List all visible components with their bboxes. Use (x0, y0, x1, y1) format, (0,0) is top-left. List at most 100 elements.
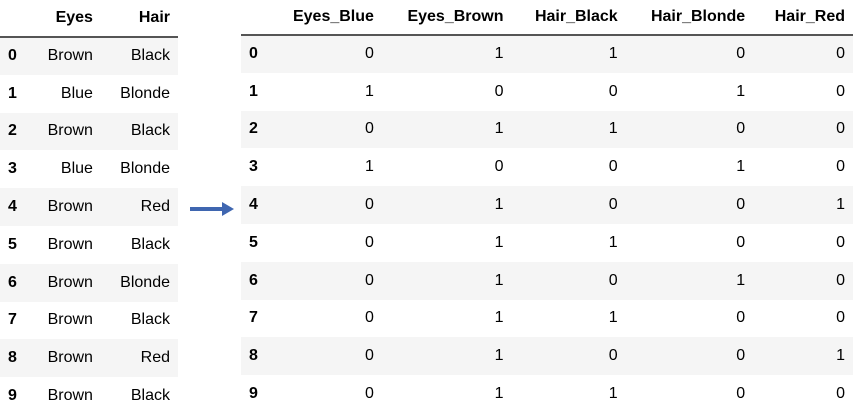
table-cell: Red (140, 349, 170, 367)
column-header: Eyes_Blue (269, 0, 382, 36)
table-cell: 0 (608, 158, 618, 176)
table-cell: 1 (836, 196, 845, 214)
table-cell: 0 (365, 271, 374, 289)
table-cell: 1 (365, 158, 374, 176)
index-header (0, 0, 30, 38)
column-header: Hair_Black (511, 0, 626, 36)
table-cell: 0 (736, 233, 746, 251)
table-cell: 1 (608, 233, 618, 251)
row-index: 8 (8, 349, 17, 367)
row-index: 9 (8, 387, 17, 405)
row-index: 7 (249, 309, 258, 327)
table-row: 4 Brown Red (0, 188, 178, 226)
row-index: 2 (8, 122, 17, 140)
table-cell: 1 (736, 82, 746, 100)
table-cell: Brown (47, 273, 93, 291)
column-header: Eyes_Brown (381, 0, 512, 36)
table-row: 9 0 1 1 0 0 (241, 375, 853, 413)
table-cell: 1 (736, 158, 746, 176)
table-cell: 1 (736, 271, 746, 289)
table-row: 6 0 1 0 1 0 (241, 261, 853, 300)
table-cell: 1 (365, 82, 374, 100)
table-cell: 0 (365, 385, 374, 403)
column-header: Hair_Red (753, 0, 853, 36)
row-index: 7 (8, 311, 17, 329)
table-cell: 0 (365, 120, 374, 138)
table-cell: Brown (47, 122, 93, 140)
row-index: 1 (8, 84, 17, 102)
table-cell: 0 (365, 347, 374, 365)
table-cell: Brown (47, 311, 93, 329)
arrow-right-icon (190, 202, 234, 216)
row-index: 1 (249, 82, 258, 100)
table-cell: Blonde (120, 160, 170, 178)
row-index: 3 (249, 158, 258, 176)
table-row: 0 0 1 1 0 0 (241, 35, 853, 73)
table-row: 5 0 1 1 0 0 (241, 224, 853, 262)
table-cell: 0 (836, 158, 845, 176)
table-cell: 1 (494, 233, 504, 251)
table-cell: Brown (47, 47, 93, 65)
table-cell: 1 (608, 120, 618, 138)
header-row: Eyes_Blue Eyes_Brown Hair_Black Hair_Blonde… (241, 0, 853, 36)
table-cell: Red (140, 198, 170, 216)
row-index: 0 (8, 47, 17, 65)
row-index: 9 (249, 385, 258, 403)
table-cell: 0 (836, 385, 845, 403)
table-row: 7 Brown Black (0, 302, 178, 340)
table-cell: 0 (836, 233, 845, 251)
table-row: 4 0 1 0 0 1 (241, 186, 853, 224)
table-row: 2 0 1 1 0 0 (241, 110, 853, 149)
table-cell: 0 (608, 271, 618, 289)
row-index: 4 (249, 196, 258, 214)
table-cell: Black (130, 122, 170, 140)
table-cell: Brown (47, 198, 93, 216)
table-cell: 1 (494, 120, 504, 138)
table-cell: 0 (736, 120, 746, 138)
row-index: 6 (8, 273, 17, 291)
table-cell: Black (130, 311, 170, 329)
column-header: Hair (100, 0, 178, 38)
row-index: 2 (249, 120, 258, 138)
table-cell: 1 (494, 271, 504, 289)
table-cell: Black (130, 47, 170, 65)
table-row: 8 Brown Red (0, 339, 178, 378)
table-cell: 0 (365, 309, 374, 327)
table-row: 1 1 0 0 1 0 (241, 73, 853, 111)
table-cell: Brown (47, 387, 93, 405)
row-index: 8 (249, 347, 258, 365)
table-cell: 0 (836, 309, 845, 327)
table-row: 0 Brown Black (0, 37, 178, 75)
table-cell: Blonde (120, 273, 170, 291)
row-index: 0 (249, 45, 258, 63)
column-header: Hair_Blonde (625, 0, 754, 36)
table-cell: Black (130, 235, 170, 253)
table-cell: 0 (494, 82, 504, 100)
table-row: 9 Brown Black (0, 377, 178, 415)
table-cell: 1 (608, 385, 618, 403)
table-cell: Black (130, 387, 170, 405)
table-cell: 0 (494, 158, 504, 176)
table-cell: 0 (836, 82, 845, 100)
table-row: 3 Blue Blonde (0, 150, 178, 188)
row-index: 5 (8, 235, 17, 253)
table-cell: Brown (47, 349, 93, 367)
table-row: 5 Brown Black (0, 226, 178, 264)
table-cell: 0 (365, 45, 374, 63)
table-cell: 1 (494, 309, 504, 327)
table-cell: 1 (836, 347, 845, 365)
table-cell: Blue (60, 160, 93, 178)
table-cell: 1 (608, 309, 618, 327)
row-index: 4 (8, 198, 17, 216)
table-cell: 0 (608, 347, 618, 365)
table-cell: Blonde (120, 84, 170, 102)
row-index: 3 (8, 160, 17, 178)
table-cell: 0 (608, 196, 618, 214)
table-cell: 0 (736, 347, 746, 365)
table-cell: Blue (60, 84, 93, 102)
table-cell: 1 (494, 45, 504, 63)
table-row: 2 Brown Black (0, 112, 178, 151)
table-cell: 1 (494, 385, 504, 403)
table-row: 7 0 1 1 0 0 (241, 300, 853, 338)
table-cell: 0 (736, 309, 746, 327)
